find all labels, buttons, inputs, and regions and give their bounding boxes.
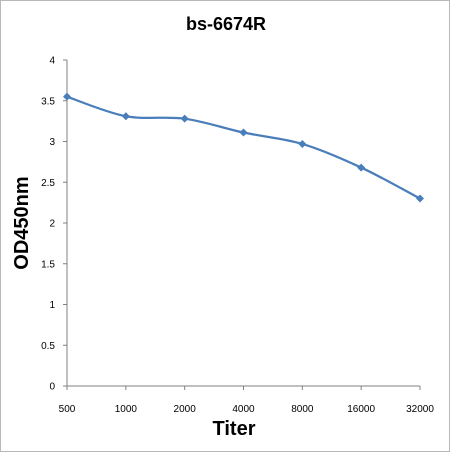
y-axis-label: OD450nm <box>11 176 33 269</box>
y-tick-label: 0 <box>49 382 55 393</box>
x-tick-label: 500 <box>59 404 76 415</box>
x-tick-label: 1000 <box>115 404 138 415</box>
series <box>63 92 424 203</box>
y-tick-label: 2 <box>49 219 55 230</box>
x-ticks: 500 1000 2000 4000 8000 16000 32000 <box>59 386 434 415</box>
x-tick-label: 32000 <box>406 404 434 415</box>
x-tick-label: 2000 <box>174 404 197 415</box>
chart-title: bs-6674R <box>186 14 266 34</box>
x-tick-label: 4000 <box>232 404 255 415</box>
data-point <box>63 92 71 101</box>
y-tick-label: 4 <box>49 56 55 67</box>
data-point <box>239 128 248 137</box>
x-axis-label: Titer <box>213 418 256 440</box>
series-line <box>66 95 421 200</box>
y-ticks: 0 0.5 1 1.5 2 2.5 3 3.5 4 <box>41 56 67 393</box>
data-point <box>121 112 130 121</box>
x-tick-label: 16000 <box>347 404 375 415</box>
data-point <box>298 139 307 148</box>
data-point <box>180 114 189 123</box>
data-point <box>357 163 366 172</box>
x-tick-label: 8000 <box>291 404 314 415</box>
data-point <box>416 194 424 203</box>
y-tick-label: 3.5 <box>41 96 55 107</box>
y-tick-label: 0.5 <box>41 341 55 352</box>
axes <box>66 60 420 387</box>
y-tick-label: 1 <box>49 300 55 311</box>
y-tick-label: 3 <box>49 137 55 148</box>
y-tick-label: 2.5 <box>41 178 55 189</box>
y-tick-label: 1.5 <box>41 259 55 270</box>
